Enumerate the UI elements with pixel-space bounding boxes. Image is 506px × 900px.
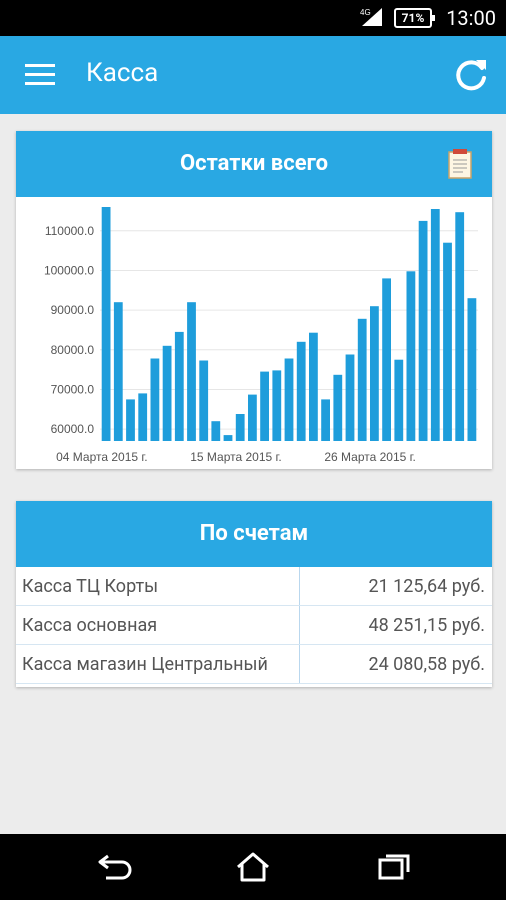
app-bar: Касса: [0, 36, 506, 114]
x-tick-label: 26 Марта 2015 г.: [324, 450, 416, 464]
chart-bar: [211, 421, 221, 441]
chart-bar: [260, 371, 269, 441]
page-title: Касса: [86, 58, 159, 88]
y-tick-label: 60000.0: [51, 422, 95, 436]
home-icon[interactable]: [235, 852, 271, 882]
chart-bar: [357, 318, 367, 441]
account-amount: 48 251,15 руб.: [368, 615, 485, 636]
chart-bar: [162, 345, 172, 441]
document-icon[interactable]: [448, 149, 472, 179]
y-tick-label: 70000.0: [51, 382, 95, 396]
chart-bar: [345, 354, 355, 441]
chart-bar: [418, 220, 428, 441]
chart-bar: [321, 399, 330, 441]
y-tick-label: 80000.0: [51, 343, 95, 357]
x-tick-label: 04 Марта 2015 г.: [56, 450, 148, 464]
recents-icon[interactable]: [376, 852, 412, 882]
chart-bar: [272, 370, 282, 441]
status-bar: 4G 71% 13:00: [0, 0, 506, 36]
chart-bar: [333, 374, 343, 441]
balance-card: Остатки всего 60000.0 70000.0 80000.0 90000…: [16, 131, 492, 469]
chart-bar: [187, 302, 196, 441]
back-icon[interactable]: [96, 852, 132, 882]
chart-bar: [174, 331, 184, 441]
chart-bar: [370, 306, 379, 441]
chart-bar: [199, 360, 209, 441]
chart-bar: [235, 414, 245, 441]
y-tick-label: 100000.0: [44, 263, 94, 277]
balance-card-title: Остатки всего: [179, 151, 329, 176]
battery-indicator: 71%: [394, 8, 435, 28]
accounts-card-title: По счетам: [199, 521, 309, 546]
account-name: Касса основная: [16, 606, 300, 644]
svg-text:4G: 4G: [360, 8, 371, 17]
chart-bar: [467, 298, 477, 441]
chart-bar: [430, 209, 440, 441]
account-name: Касса ТЦ Корты: [16, 567, 300, 605]
table-row[interactable]: Касса магазин Центральный 24 080,58 руб.: [16, 645, 492, 684]
chart-bar: [296, 341, 306, 441]
chart-bar: [406, 271, 416, 441]
balance-chart: 60000.0 70000.0 80000.0 90000.0 100000.0 1100…: [44, 207, 478, 464]
navigation-bar: [0, 834, 506, 900]
chart-bar: [101, 207, 111, 441]
refresh-icon[interactable]: [452, 56, 490, 94]
chart-bar: [223, 435, 233, 441]
accounts-card-header: По счетам: [16, 501, 492, 567]
table-row[interactable]: Касса основная 48 251,15 руб.: [16, 606, 492, 645]
y-tick-label: 90000.0: [51, 303, 95, 317]
x-tick-label: 15 Марта 2015 г.: [190, 450, 282, 464]
account-name: Касса магазин Центральный: [16, 645, 300, 683]
chart-bar: [284, 358, 294, 441]
accounts-card: По счетам Касса ТЦ Корты 21 125,64 руб. …: [16, 501, 492, 687]
chart-bar: [138, 393, 148, 441]
account-amount: 21 125,64 руб.: [368, 576, 485, 597]
chart-bar: [455, 212, 465, 441]
table-row[interactable]: Касса ТЦ Корты 21 125,64 руб.: [16, 567, 492, 606]
signal-icon: 4G: [360, 8, 382, 26]
menu-icon[interactable]: [25, 64, 55, 86]
balance-card-header: Остатки всего: [16, 131, 492, 197]
chart-bar: [382, 278, 391, 441]
chart-bar: [309, 332, 318, 441]
chart-bar: [113, 302, 123, 441]
chart-bar: [150, 358, 160, 441]
account-amount: 24 080,58 руб.: [368, 654, 485, 675]
chart-bar: [394, 359, 404, 441]
chart-bar: [248, 394, 257, 441]
chart-bar: [126, 399, 135, 441]
clock: 13:00: [446, 6, 496, 30]
y-tick-label: 110000.0: [45, 224, 94, 238]
chart-bar: [443, 242, 452, 441]
